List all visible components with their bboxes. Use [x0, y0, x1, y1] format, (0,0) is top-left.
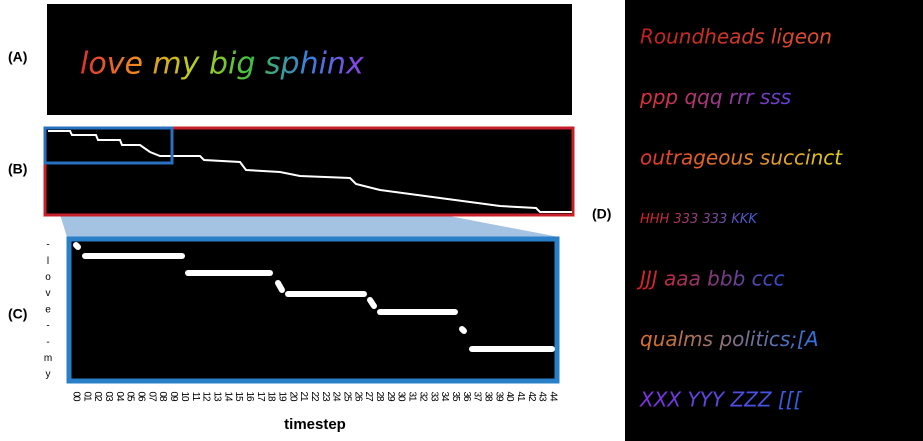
handwriting: outrageous succinct: [640, 146, 843, 170]
x-tick-label: 43: [537, 391, 548, 402]
panel-c: [66, 236, 560, 384]
x-tick-label: 29: [385, 391, 396, 402]
x-tick-label: 40: [504, 391, 515, 402]
panel-label: (D): [592, 206, 611, 222]
x-tick-label: 35: [450, 391, 461, 402]
x-tick-label: 09: [168, 391, 179, 402]
x-tick-label: 01: [81, 391, 92, 402]
zoom-box: [43, 126, 174, 165]
x-tick-label: 17: [255, 391, 266, 402]
x-tick-label: 44: [548, 391, 559, 402]
y-label: m: [44, 353, 52, 364]
handwriting: qualms politics;[A: [640, 327, 819, 351]
x-tick-label: 12: [201, 391, 212, 402]
x-tick-label: 05: [125, 391, 136, 402]
x-tick-label: 23: [320, 391, 331, 402]
x-tick-label: 11: [190, 392, 201, 402]
y-label: v: [46, 288, 51, 299]
x-tick-label: 06: [136, 391, 147, 402]
y-label: l: [47, 256, 49, 267]
handwriting: JJJ aaa bbb ccc: [636, 267, 785, 291]
x-tick-label: 38: [482, 391, 493, 402]
x-tick-label: 28: [374, 391, 385, 402]
x-tick-label: 26: [352, 391, 363, 402]
panel-b: [43, 126, 575, 217]
x-tick-label: 39: [493, 391, 504, 402]
handwriting: HHH 333 333 KKK: [640, 212, 758, 227]
y-label: -: [46, 321, 49, 332]
x-tick-label: 33: [428, 391, 439, 402]
y-label: -: [46, 240, 49, 251]
panel-label: (B): [8, 161, 27, 177]
panel-a: [47, 4, 572, 115]
handwriting: ppp qqq rrr sss: [639, 85, 791, 109]
x-tick-label: 27: [363, 391, 374, 402]
x-tick-label: 16: [244, 391, 255, 402]
x-tick-label: 22: [309, 391, 320, 402]
handwriting: XXX YYY ZZZ [[[: [639, 388, 803, 412]
x-tick-label: 02: [92, 391, 103, 402]
alignment-path: [48, 130, 572, 213]
x-tick-label: 24: [331, 391, 342, 402]
x-tick-label: 14: [222, 391, 233, 402]
x-tick-label: 00: [71, 391, 82, 402]
handwriting: love my big sphinx: [80, 47, 364, 82]
x-tick-label: 04: [114, 391, 125, 402]
x-tick-label: 08: [157, 391, 168, 402]
x-tick-label: 15: [233, 391, 244, 402]
alignment-path: [73, 242, 555, 352]
y-label: -: [46, 337, 49, 348]
x-tick-label: 41: [515, 391, 526, 402]
panel-d: [625, 0, 923, 441]
x-tick-label: 30: [396, 391, 407, 402]
axis-label: timestep: [284, 416, 346, 433]
y-label: y: [46, 369, 51, 380]
x-tick-label: 21: [298, 391, 309, 402]
y-label: e: [45, 304, 51, 315]
x-tick-label: 34: [439, 391, 450, 402]
x-tick-label: 36: [461, 391, 472, 402]
x-tick-label: 37: [472, 391, 483, 402]
x-tick-label: 18: [266, 391, 277, 402]
x-tick-label: 31: [407, 391, 418, 402]
panel-label: (A): [8, 49, 27, 65]
x-tick-label: 03: [103, 391, 114, 402]
x-tick-label: 07: [146, 391, 157, 402]
panel-label: (C): [8, 306, 27, 322]
x-tick-label: 25: [342, 391, 353, 402]
x-tick-label: 19: [276, 391, 287, 402]
x-tick-label: 20: [287, 391, 298, 402]
y-label: o: [45, 272, 51, 283]
handwriting: Roundheads ligeon: [640, 25, 832, 49]
x-tick-label: 32: [417, 391, 428, 402]
x-tick-label: 10: [179, 391, 190, 402]
x-tick-label: 13: [211, 391, 222, 402]
x-tick-label: 42: [526, 391, 537, 402]
